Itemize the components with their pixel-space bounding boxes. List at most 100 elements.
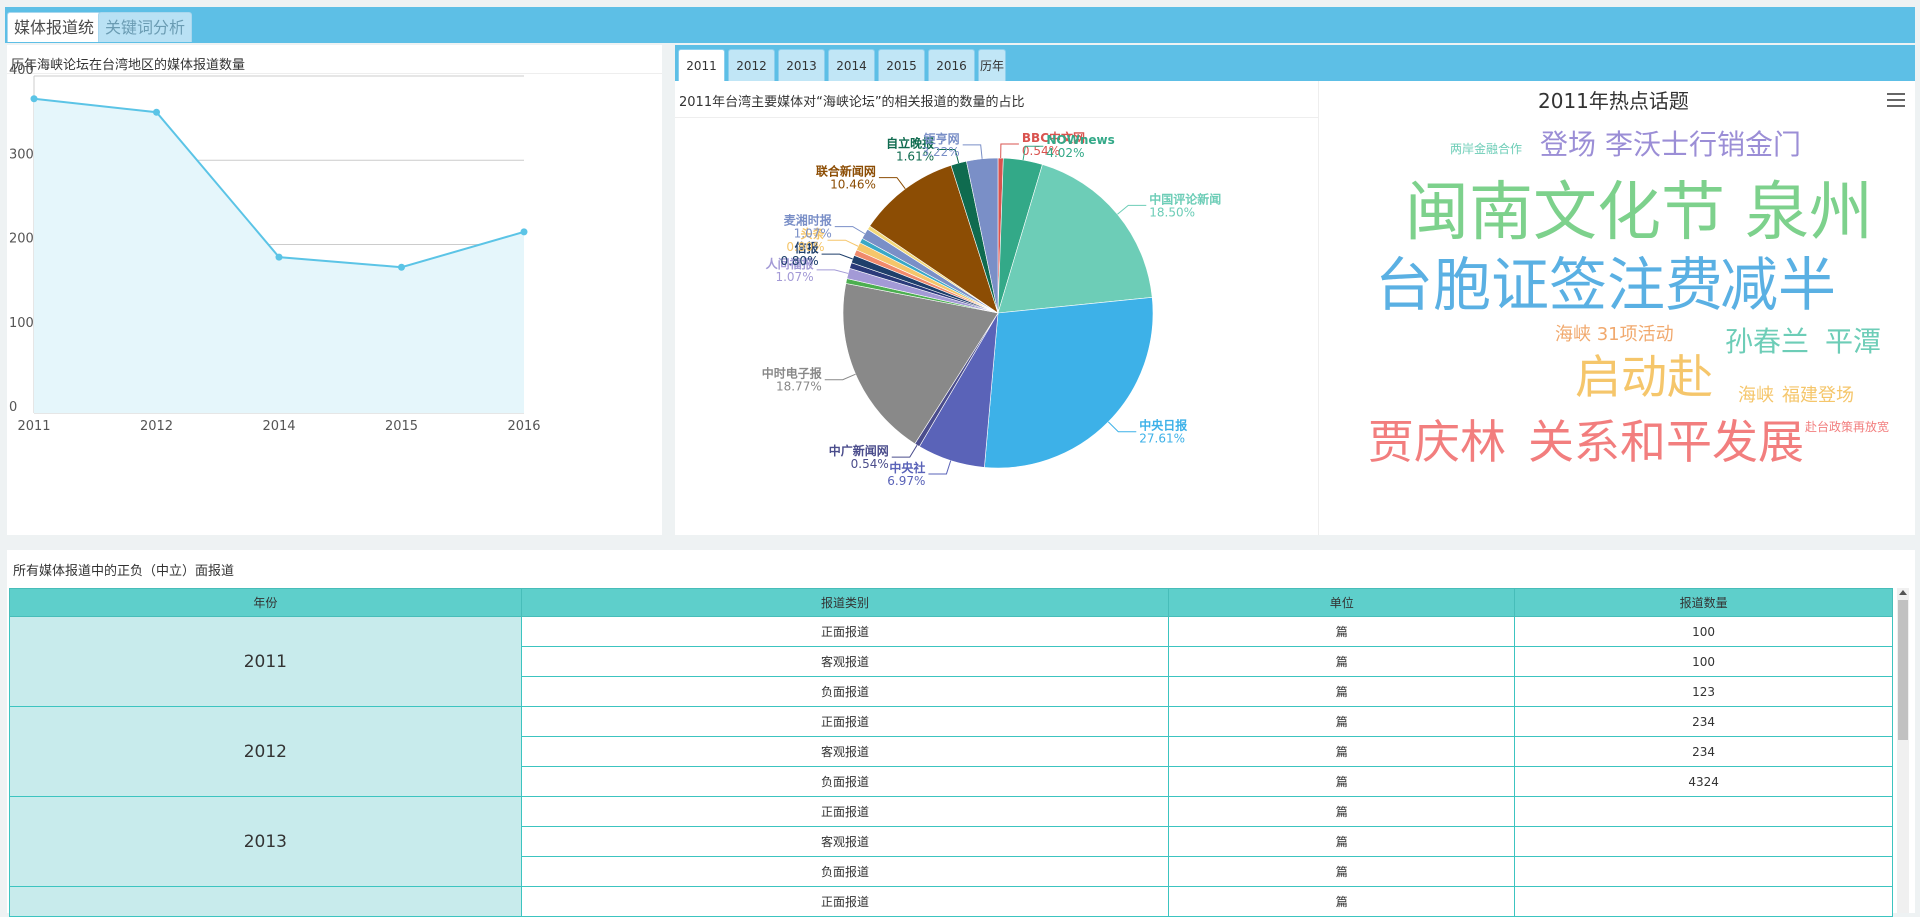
pie-percent-label: 18.77%	[776, 380, 822, 394]
category-cell: 负面报道	[520, 856, 1170, 887]
pie-percent-label: 0.80%	[780, 254, 818, 268]
count-cell	[1514, 886, 1893, 917]
pie-label: 麦湘时报	[784, 213, 832, 228]
x-tick-label: 2011	[17, 419, 50, 434]
pie-label: 联合新闻网	[816, 164, 876, 179]
pie-label-line	[827, 239, 859, 247]
col-header-year[interactable]: 年份	[9, 588, 522, 617]
pie-percent-label: 0.54%	[1022, 144, 1060, 158]
table-row: 2013 正面报道 篇	[9, 796, 1893, 887]
category-cell: 正面报道	[520, 616, 1170, 647]
pie-label-line	[1022, 145, 1044, 161]
word: 登场	[1540, 128, 1597, 161]
pie-percent-label: 1.61%	[896, 150, 934, 164]
word: 平潭	[1825, 325, 1882, 358]
table-title: 所有媒体报道中的正负（中立）面报道	[13, 564, 235, 579]
pie-label: 人间福报	[766, 256, 814, 271]
pie-label-line	[824, 373, 856, 381]
count-cell: 100	[1514, 646, 1893, 677]
pie-label-line	[1107, 421, 1137, 433]
pie-percent-label: 3.22%	[922, 145, 960, 159]
pie-label-line	[962, 144, 983, 159]
y-tick-label: 200	[9, 232, 34, 247]
year-tab-2014[interactable]: 2014	[828, 49, 875, 81]
unit-cell: 篇	[1168, 856, 1516, 887]
year-cell: 2013	[9, 796, 522, 887]
table-row: 正面报道 篇	[9, 886, 1893, 917]
word: 贾庆林	[1368, 415, 1506, 469]
table-panel: 所有媒体报道中的正负（中立）面报道 年份 报道类别 单位 报道数量 2011 正…	[7, 550, 1915, 917]
x-tick-label: 2016	[507, 419, 540, 434]
pie-label: 头条	[800, 226, 825, 241]
unit-cell: 篇	[1168, 706, 1516, 737]
pie-label-line	[891, 444, 918, 458]
col-header-unit[interactable]: 单位	[1168, 588, 1516, 617]
col-header-category[interactable]: 报道类别	[520, 588, 1170, 617]
y-tick-label: 300	[9, 147, 34, 162]
year-tab-all[interactable]: 历年	[978, 49, 1006, 81]
table-row: 2011 正面报道 篇 100	[9, 616, 1893, 707]
pie-label-line	[821, 253, 853, 260]
unit-cell: 篇	[1168, 676, 1516, 707]
category-cell: 客观报道	[520, 736, 1170, 767]
word: 泉州	[1745, 176, 1873, 250]
category-cell: 负面报道	[520, 766, 1170, 797]
pie-percent-label: 4.02%	[1046, 146, 1084, 160]
count-cell: 234	[1514, 706, 1893, 737]
pie-label: 自立晚报	[886, 136, 934, 151]
pie-label: BBC中文网	[1022, 130, 1085, 145]
word: 孙春兰	[1725, 325, 1810, 358]
count-cell: 123	[1514, 676, 1893, 707]
year-tab-2016[interactable]: 2016	[928, 49, 975, 81]
pie-chart: BBC中文网0.54%NOWnews4.02%中国评论新闻18.50%中央日报2…	[762, 130, 1222, 488]
word: 台胞证签注费	[1375, 251, 1724, 319]
pie-label: 中央日报	[1139, 418, 1187, 433]
tab-keyword-analysis[interactable]: 关键词分析	[98, 12, 193, 42]
word-cloud: 2011年热点话题 两岸金融合作 登场 李沃士行销金门 闽南文化节 泉州 台胞证…	[1320, 81, 1915, 535]
pie-label-line	[928, 460, 952, 475]
pie-label: 中央社	[889, 460, 925, 475]
col-header-count[interactable]: 报道数量	[1514, 588, 1893, 617]
count-cell	[1514, 826, 1893, 857]
year-cell	[9, 886, 522, 917]
pie-slice	[966, 157, 999, 314]
unit-cell: 篇	[1168, 826, 1516, 857]
scroll-thumb[interactable]	[1898, 600, 1908, 740]
category-cell: 客观报道	[520, 826, 1170, 857]
pie-label-line	[834, 226, 866, 235]
pie-label-line	[937, 149, 960, 164]
pie-label: 钜亨网	[924, 131, 960, 146]
word: 赴台政策再放宽	[1805, 420, 1890, 434]
pie-slice	[984, 297, 1154, 469]
category-cell: 正面报道	[520, 886, 1170, 917]
pie-chart-title: 2011年台湾主要媒体对“海峡论坛”的相关报道的数量的占比	[679, 95, 1025, 110]
year-tab-2015[interactable]: 2015	[878, 49, 925, 81]
menu-icon[interactable]	[1887, 93, 1905, 107]
pie-percent-label: 0.80%	[786, 240, 824, 254]
x-tick-label: 2015	[385, 419, 418, 434]
pie-label: 中广新闻网	[829, 443, 889, 458]
pie-label-line	[1117, 204, 1147, 215]
table-row: 负面报道 篇	[10, 856, 1893, 887]
year-tab-2011[interactable]: 2011	[678, 49, 725, 81]
wordcloud-title: 2011年热点话题	[1538, 89, 1689, 113]
unit-cell: 篇	[1168, 796, 1516, 827]
word: 李沃士行销金门	[1605, 128, 1802, 161]
tab-media-report[interactable]: 媒体报道统	[7, 12, 102, 42]
year-tab-2013[interactable]: 2013	[778, 49, 825, 81]
year-tab-2012[interactable]: 2012	[728, 49, 775, 81]
y-tick-label: 0	[9, 400, 17, 415]
unit-cell: 篇	[1168, 736, 1516, 767]
category-cell: 正面报道	[520, 796, 1170, 827]
word: 减半	[1720, 251, 1837, 319]
pie-percent-label: 10.46%	[830, 178, 876, 192]
pie-label: 中时电子报	[762, 366, 822, 381]
data-point	[153, 108, 160, 116]
pie-percent-label: 18.50%	[1149, 205, 1195, 219]
scroll-up-icon[interactable]	[1899, 590, 1907, 595]
pie-percent-label: 27.61%	[1139, 432, 1185, 446]
count-cell: 4324	[1514, 766, 1893, 797]
category-cell: 正面报道	[520, 706, 1170, 737]
table-scrollbar[interactable]	[1897, 588, 1909, 913]
table-row: 2012 正面报道 篇 234	[9, 706, 1893, 797]
